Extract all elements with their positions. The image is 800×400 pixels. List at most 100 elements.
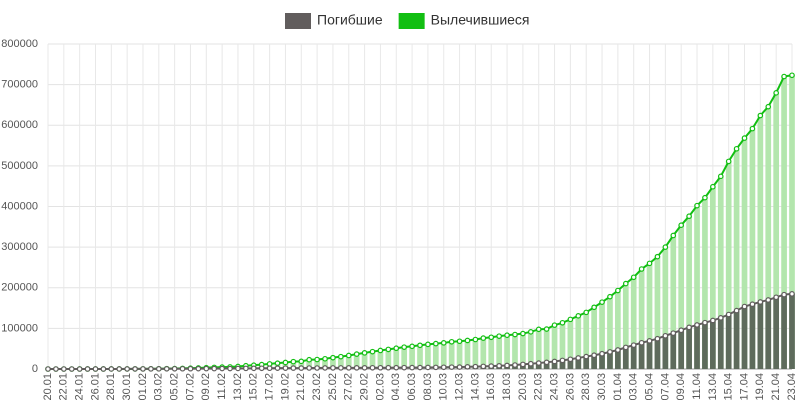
point [535,360,542,366]
point [717,315,724,321]
point [68,366,75,372]
point [662,244,669,250]
point [84,366,91,372]
bar [678,225,685,369]
bar [725,161,732,369]
x-tick-label: 12.03 [453,373,465,400]
x-tick-label: 15.02 [248,373,260,400]
point [512,362,518,368]
bar [520,333,526,369]
point [694,202,700,209]
bar [409,346,415,369]
y-tick-label: 0 [32,363,38,375]
bar [686,327,692,369]
point [575,313,582,319]
bar [583,312,590,369]
point [124,366,130,372]
bar [773,297,780,369]
point [757,299,764,305]
bar [567,359,574,369]
point [528,360,534,367]
bar [298,361,305,369]
point [670,330,677,336]
x-tick-label: 21.04 [770,373,782,400]
x-tick-label: 03.02 [153,373,165,400]
bar [472,339,479,369]
bar [599,302,605,369]
bar [725,314,732,369]
point [773,294,779,301]
point [274,360,281,366]
x-tick-label: 23.04 [786,373,798,400]
bar [646,263,653,369]
point [448,338,455,345]
point [464,337,471,344]
bar [456,341,463,369]
x-tick-label: 17.04 [738,373,750,400]
point [622,280,629,287]
bar [781,294,787,369]
point [211,365,218,372]
point [741,303,748,310]
point [773,90,779,96]
bar [710,186,716,369]
point [559,319,566,326]
point [433,340,439,347]
legend-label: Вылечившиеся [431,12,530,28]
bar [385,349,392,369]
bar [480,338,487,369]
point [765,103,772,110]
bar [686,216,692,369]
point [393,364,400,371]
x-tick-label: 22.03 [533,373,545,400]
point [322,365,328,371]
point [638,339,645,346]
x-tick-label: 07.04 [659,373,671,400]
point [314,356,320,363]
bar [765,299,772,369]
point [654,253,661,260]
bar [535,329,542,369]
bar [702,197,708,369]
bar [417,345,423,369]
point [567,316,574,323]
bar [615,290,621,369]
point [520,330,526,337]
point [599,299,605,305]
point [749,301,756,307]
point [369,348,376,355]
x-tick-label: 02.03 [374,373,386,400]
y-tick-label: 600000 [1,119,38,131]
point [433,364,439,371]
bar [543,329,550,369]
point [377,347,384,354]
point [266,365,273,372]
legend-swatch [398,13,425,29]
point [385,346,392,353]
point [456,364,463,370]
x-tick-label: 27.02 [343,373,355,400]
x-tick-label: 09.02 [200,373,212,400]
bar [488,337,495,369]
point [353,351,360,357]
bar [630,277,637,369]
bar [551,361,558,369]
point [338,365,344,371]
bar [638,269,645,369]
point [369,364,376,371]
point [583,353,590,360]
bar [781,76,787,369]
bar [306,359,313,369]
point [575,355,582,361]
point [599,350,605,357]
point [765,297,772,303]
x-tick-label: 16.03 [485,373,497,400]
x-tick-label: 29.02 [359,373,371,400]
bar [599,353,605,369]
bar [322,358,328,369]
point [504,362,510,369]
bar [401,347,408,369]
point [353,365,360,371]
bar [678,330,685,369]
point [100,366,107,372]
